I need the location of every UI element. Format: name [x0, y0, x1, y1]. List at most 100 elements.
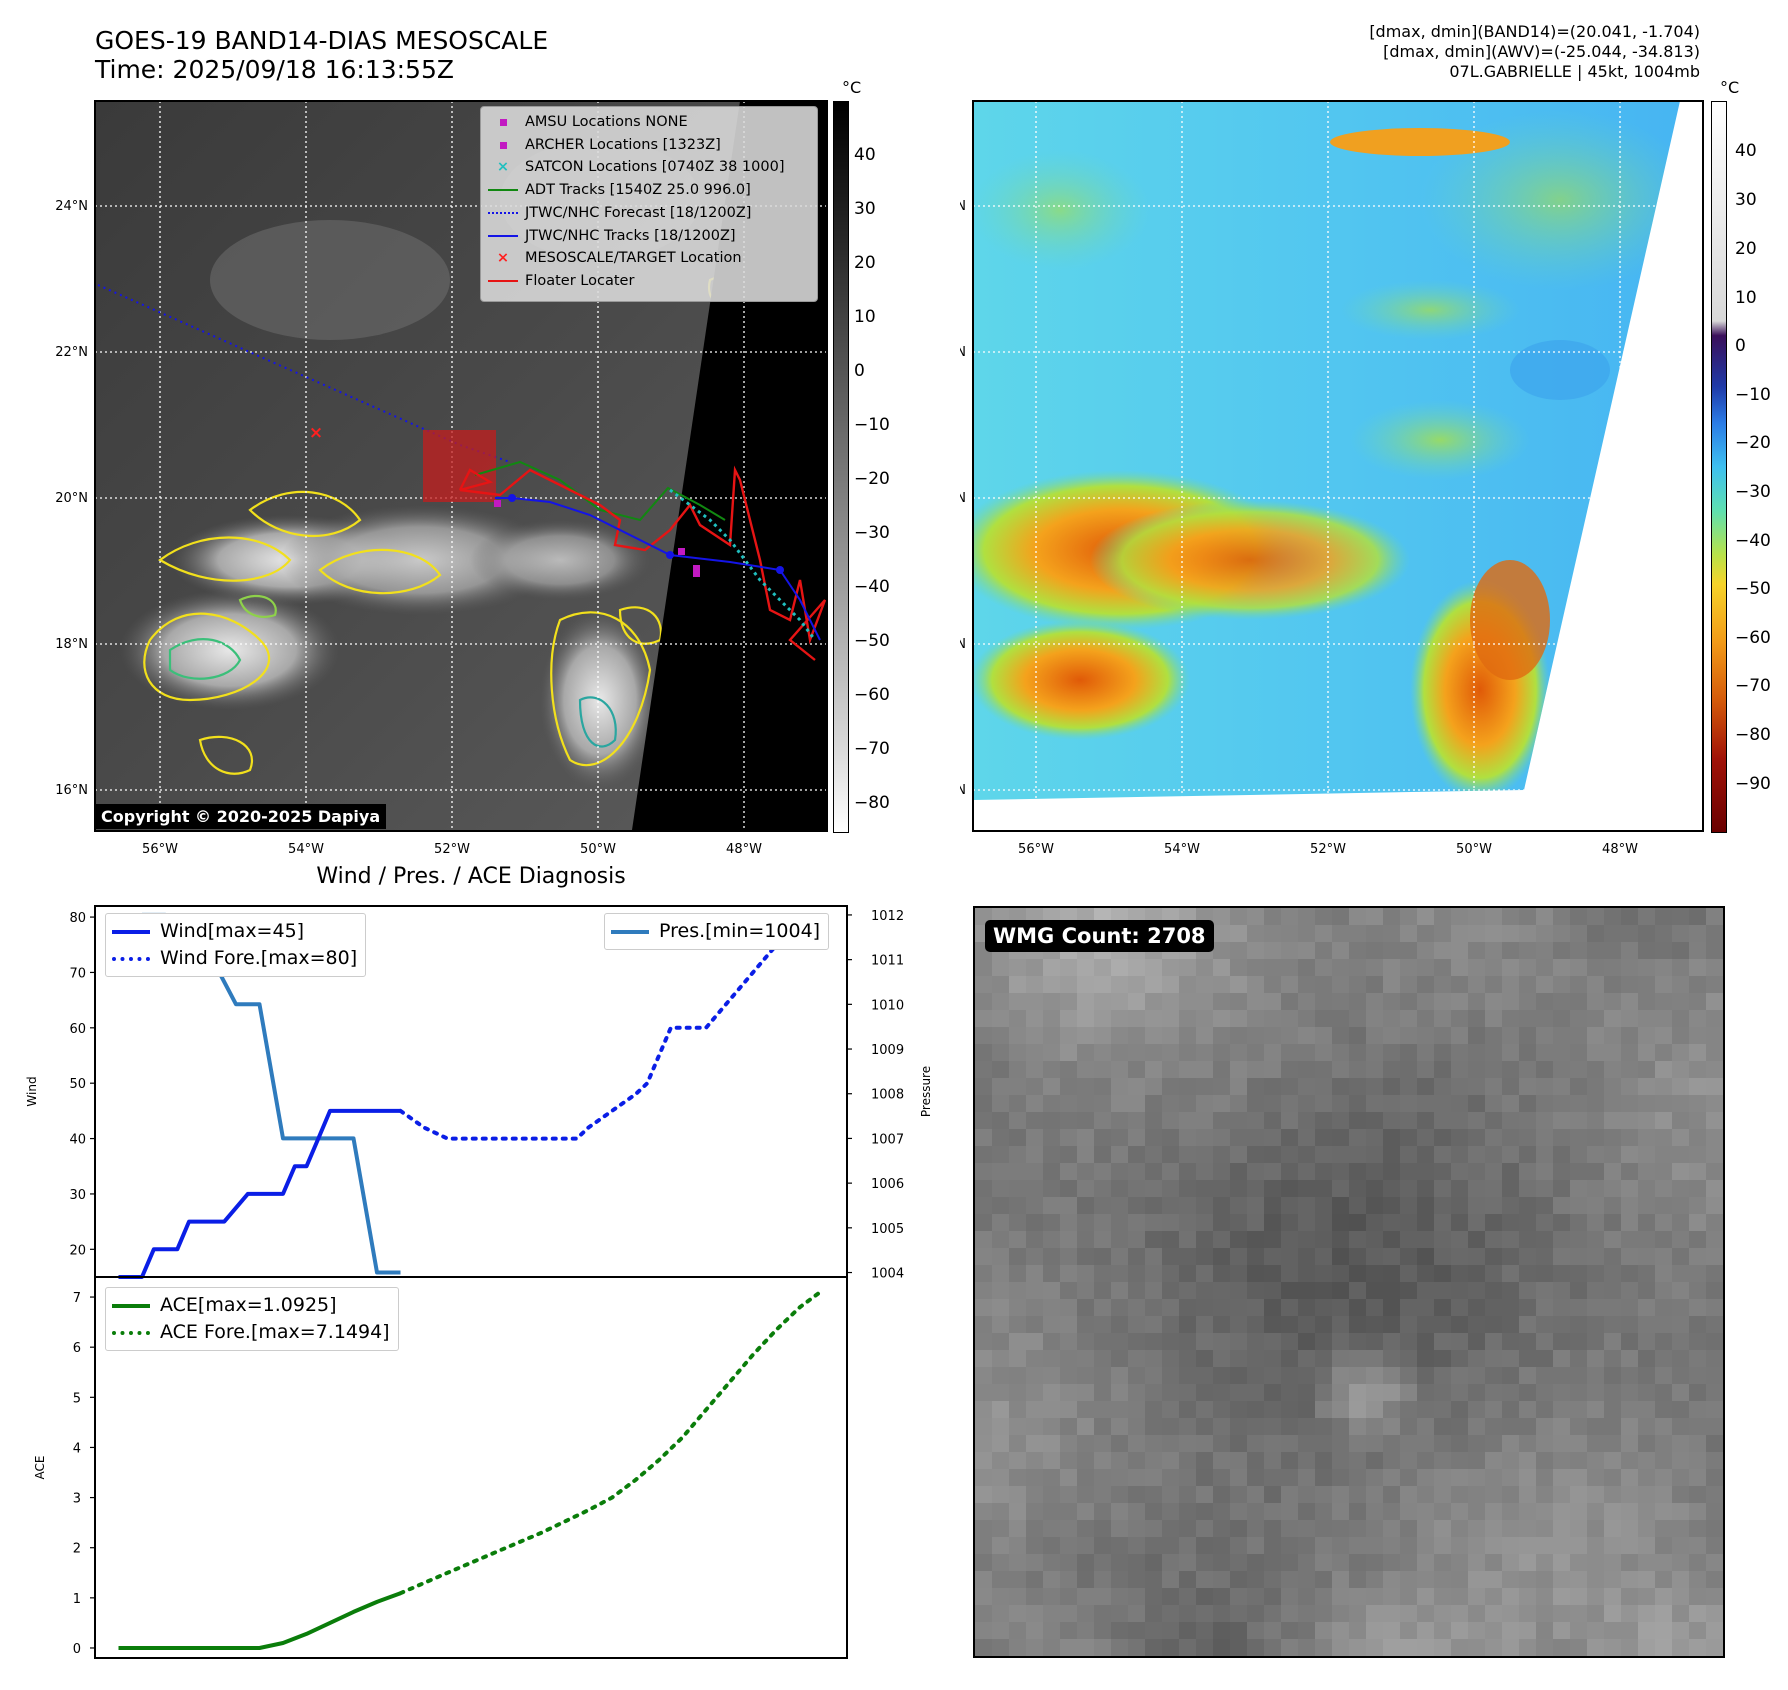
wmg-pixel	[1264, 1248, 1282, 1266]
wmg-pixel	[1043, 1112, 1061, 1130]
colorbar-right-unit: °C	[1720, 78, 1740, 97]
wmg-pixel	[1162, 1384, 1180, 1402]
cbar-tick: −70	[854, 739, 890, 759]
wmg-pixel	[1162, 1503, 1180, 1521]
wmg-pixel	[1400, 1639, 1418, 1656]
wmg-pixel	[1468, 1095, 1486, 1113]
wmg-pixel	[1587, 1197, 1605, 1215]
wmg-pixel	[1587, 1571, 1605, 1589]
y-tick-label: 20	[69, 1243, 86, 1258]
cbar-tick: −30	[854, 523, 890, 543]
wmg-pixel	[1077, 1180, 1095, 1198]
wmg-pixel	[1179, 1537, 1197, 1555]
wmg-pixel	[1621, 1469, 1639, 1487]
wmg-pixel	[1162, 1231, 1180, 1249]
lat-label: 20°N	[55, 491, 88, 506]
wmg-pixel	[1264, 1197, 1282, 1215]
wmg-pixel	[1264, 1265, 1282, 1283]
wmg-pixel	[1128, 1367, 1146, 1385]
wmg-pixel	[1060, 1435, 1078, 1453]
wmg-pixel	[1689, 1656, 1707, 1658]
wmg-pixel	[1485, 1588, 1503, 1606]
wmg-pixel	[1230, 1129, 1248, 1147]
wmg-pixel	[1604, 1520, 1622, 1538]
wmg-pixel	[1230, 1520, 1248, 1538]
wmg-pixel	[1485, 1520, 1503, 1538]
wmg-pixel	[1672, 1078, 1690, 1096]
wmg-pixel	[1077, 1078, 1095, 1096]
wmg-pixel	[1400, 1605, 1418, 1623]
y-tick-label: 80	[69, 911, 86, 926]
wmg-pixel	[1230, 1503, 1248, 1521]
legend-label: Pres.[min=1004]	[659, 920, 821, 942]
wmg-pixel	[1485, 959, 1503, 977]
cloud-mass	[470, 520, 650, 600]
wmg-pixel	[1655, 993, 1673, 1011]
wmg-pixel	[1281, 1418, 1299, 1436]
wmg-pixel	[1723, 1214, 1725, 1232]
wmg-pixel	[1434, 1571, 1452, 1589]
wmg-pixel	[1434, 1639, 1452, 1656]
wmg-pixel	[1145, 1282, 1163, 1300]
wmg-pixel	[1689, 1588, 1707, 1606]
wmg-pixel	[1196, 959, 1214, 977]
wmg-pixel	[1196, 1061, 1214, 1079]
wmg-pixel	[1706, 1401, 1723, 1419]
wmg-pixel	[1638, 1316, 1656, 1334]
wmg-pixel	[1162, 1588, 1180, 1606]
lat-label: 16°N	[960, 783, 966, 798]
wmg-pixel	[1111, 1061, 1129, 1079]
wmg-pixel	[975, 1520, 993, 1538]
wmg-pixel	[1145, 1299, 1163, 1317]
wmg-pixel	[1434, 1520, 1452, 1538]
wmg-pixel	[1553, 1265, 1571, 1283]
wmg-pixel	[1111, 976, 1129, 994]
wmg-pixel	[1298, 1571, 1316, 1589]
wmg-pixel	[1655, 1435, 1673, 1453]
wmg-pixel	[1536, 1639, 1554, 1656]
wmg-pixel	[1298, 1537, 1316, 1555]
wmg-pixel	[1434, 908, 1452, 926]
wmg-pixel	[1383, 1061, 1401, 1079]
wmg-pixel	[1519, 925, 1537, 943]
wmg-pixel	[1315, 1282, 1333, 1300]
wmg-pixel	[1162, 993, 1180, 1011]
wmg-pixel	[1128, 1197, 1146, 1215]
wmg-pixel	[1417, 1503, 1435, 1521]
wmg-pixel	[1247, 1316, 1265, 1334]
wmg-pixel	[1723, 1299, 1725, 1317]
wmg-pixel	[1689, 1231, 1707, 1249]
wmg-pixel	[1128, 1129, 1146, 1147]
wmg-pixel	[1519, 1197, 1537, 1215]
wmg-pixel	[1077, 1486, 1095, 1504]
wmg-pixel	[1553, 908, 1571, 926]
wmg-pixel	[1213, 1605, 1231, 1623]
wmg-pixel	[1315, 976, 1333, 994]
wmg-pixel	[1315, 1248, 1333, 1266]
wmg-pixel	[1723, 1503, 1725, 1521]
wmg-pixel	[1060, 1112, 1078, 1130]
wmg-pixel	[1111, 1010, 1129, 1028]
wmg-pixel	[1468, 925, 1486, 943]
legend-label: ARCHER Locations [1323Z]	[525, 136, 721, 153]
wmg-pixel	[1638, 959, 1656, 977]
wmg-pixel	[1604, 1112, 1622, 1130]
wmg-pixel	[1621, 1384, 1639, 1402]
wmg-pixel	[1536, 1163, 1554, 1181]
wmg-pixel	[975, 1452, 993, 1470]
wmg-pixel	[1553, 993, 1571, 1011]
wmg-pixel	[1604, 925, 1622, 943]
wmg-pixel	[1621, 908, 1639, 926]
wmg-pixel	[1026, 1639, 1044, 1656]
legend-item-ace-fore: ACE Fore.[max=7.1494]	[112, 1319, 390, 1346]
satcon-x-icon: ×	[496, 159, 510, 176]
wmg-pixel	[1502, 908, 1520, 926]
wmg-pixel	[1570, 1401, 1588, 1419]
wmg-pixel	[1230, 1265, 1248, 1283]
wmg-pixel	[1604, 1146, 1622, 1164]
wmg-pixel	[1689, 1163, 1707, 1181]
wmg-pixel	[1638, 1095, 1656, 1113]
wmg-pixel	[1077, 1027, 1095, 1045]
wmg-pixel	[1519, 1299, 1537, 1317]
wmg-pixel	[1536, 1282, 1554, 1300]
